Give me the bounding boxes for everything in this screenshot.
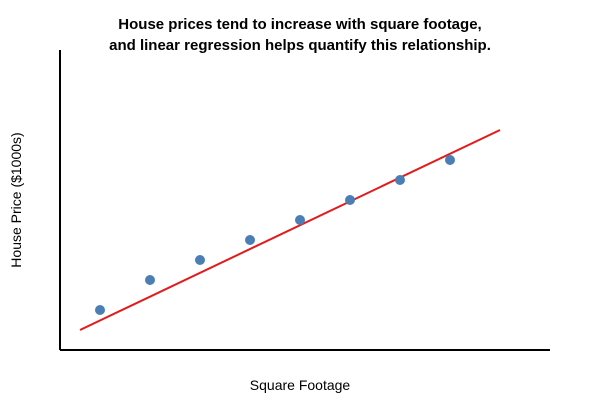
data-point [195,255,205,265]
data-point [245,235,255,245]
data-point [395,175,405,185]
plot-marks [79,129,501,331]
y-axis-label: House Price ($1000s) [8,132,24,267]
data-point [295,215,305,225]
chart-title-line-1: House prices tend to increase with squar… [118,16,481,33]
x-axis-label: Square Footage [250,377,351,393]
chart-title: House prices tend to increase with squar… [109,16,491,54]
data-point [345,195,355,205]
data-point [95,305,105,315]
chart-title-line-2: and linear regression helps quantify thi… [109,37,491,54]
data-point [445,155,455,165]
data-point [145,275,155,285]
regression-line [79,129,501,331]
